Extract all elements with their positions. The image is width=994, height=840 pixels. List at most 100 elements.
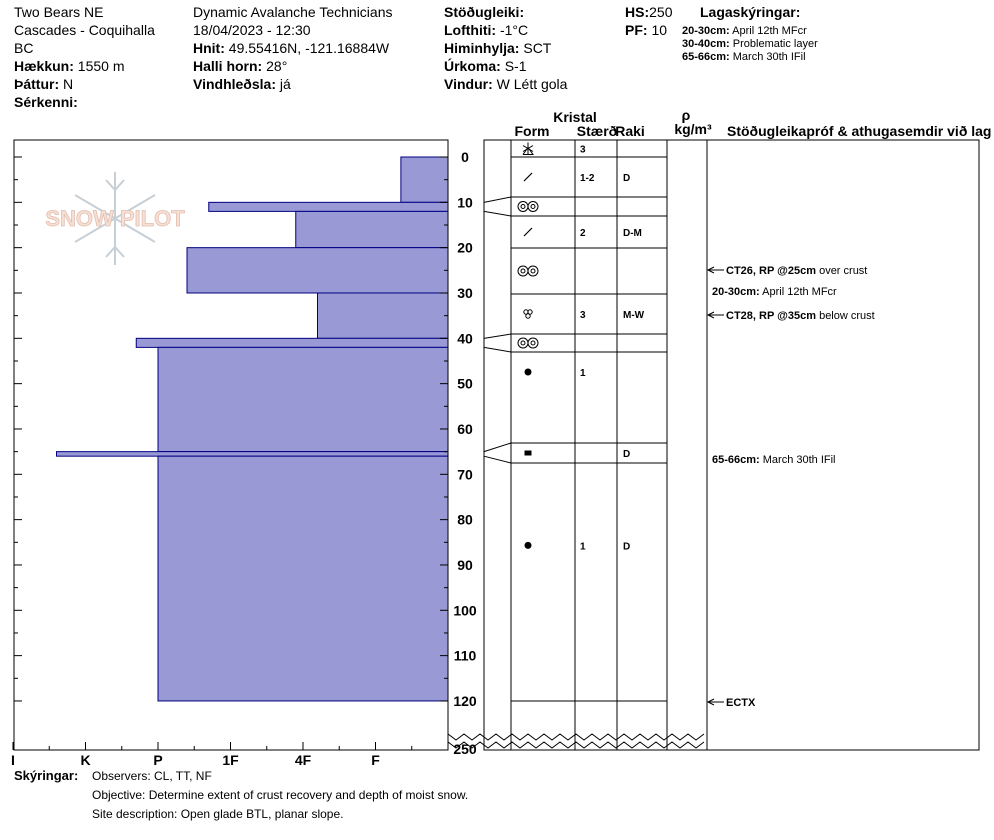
windload-row: Vindhleðsla: já [193,76,291,92]
range-name: Cascades - Coquihalla [14,22,155,38]
slash-icon [523,227,533,237]
grain-moisture: D-M [623,228,642,239]
hardness-bar [186,247,449,294]
square-icon [524,450,532,456]
hardness-bar [135,337,449,348]
wind-row: Vindur: W Létt gola [444,76,568,92]
legend-item: 20-30cm: April 12th MFcr [682,25,807,37]
snowflake-logo-icon [74,172,156,265]
hardness-bar [157,346,449,453]
location-name: Two Bears NE [14,4,104,20]
row-connector [483,442,512,453]
grain-moisture: D [623,449,630,460]
test-label: 20-30cm: April 12th MFcr [712,286,837,298]
test-label: CT26, RP @25cm over crust [726,265,867,277]
hardness-tick-label: F [371,752,380,768]
depth-tick-label: 50 [457,376,473,392]
legend-item: 30-40cm: Problematic layer [682,38,818,50]
test-label: CT28, RP @35cm below crust [726,310,875,322]
size-header: Stærð [577,123,617,139]
snowpilot-logo: SNOW PILOT [45,172,186,265]
hardness-axis: I K P 1F 4F F [11,742,413,768]
grain-size: 2 [580,228,586,239]
footer-observers: Observers: CL, TT, NF [92,769,212,783]
stability-tests: CT26, RP @25cm over crust 20-30cm: April … [706,265,875,709]
stability-label: Stöðugleiki: [444,4,525,20]
hardness-bars [56,156,449,702]
logo-text: SNOW PILOT [45,206,185,231]
test-arrowhead [706,266,715,274]
aspect-row: Þáttur: N [14,76,74,92]
row-connector [483,210,512,217]
grain-moisture: D [623,541,630,552]
grain-table-frame [483,139,980,751]
footer-objective: Objective: Determine extent of crust rec… [92,788,469,802]
depth-tick-label: 100 [453,602,477,618]
grain-size: 3 [580,145,586,156]
double-ring-icon [517,337,539,349]
footer-site: Site description: Open glade BTL, planar… [92,807,344,821]
depth-tick-label: 60 [457,421,473,437]
tests-header: Stöðugleikapróf & athugasemdir við lag [727,123,991,139]
test-label: ECTX [726,697,756,709]
density-unit: kg/m³ [674,121,712,137]
hardness-tick-label: 4F [295,752,312,768]
hs-row: HS:250 [625,4,673,20]
hardness-tick-label: I [11,752,15,768]
depth-break-icon [447,733,705,749]
airtemp-row: Lofthiti: -1°C [444,22,529,38]
slope-row: Halli horn: 28° [193,58,288,74]
grain-size: 3 [580,310,586,321]
depth-tick-label: 10 [457,194,473,210]
row-connector [483,455,512,464]
hardness-bar [295,210,449,249]
grain-moisture: D [623,173,630,184]
depth-tick-label: 40 [457,330,473,346]
legend-item: 65-66cm: March 30th IFil [682,51,806,63]
hardness-bar [56,451,449,457]
hardness-tick-label: P [153,752,162,768]
depth-tick-label: 20 [457,240,473,256]
depth-tick-label: 110 [454,648,477,664]
depth-tick-label: 0 [461,149,469,165]
hardness-bar [400,156,449,203]
depth-tick-label: 30 [457,285,473,301]
form-header: Form [515,123,550,139]
depth-tick-label: 80 [457,512,473,528]
depth-tick-label: 90 [457,557,473,573]
precip-row: Úrkoma: S-1 [444,58,527,74]
pf-row: PF: 10 [625,22,668,38]
test-arrowhead [706,311,715,319]
double-ring-icon [517,201,539,212]
elevation-row: Hækkun: 1550 m [14,58,125,74]
organization: Dynamic Avalanche Technicians [193,4,393,20]
coords-row: Hnit: 49.55416N, -121.16884W [193,40,390,56]
depth-tick-label: 120 [453,693,477,709]
row-connector [483,196,512,203]
footer-label: Skýringar: [14,768,79,783]
test-label: 65-66cm: March 30th IFil [712,454,836,466]
datetime: 18/04/2023 - 12:30 [193,22,311,38]
row-connector [483,346,512,353]
hardness-bar [157,455,449,702]
grain-size: 1 [580,541,586,552]
moisture-header: Raki [615,123,645,139]
grain-size: 1-2 [580,173,595,184]
hardness-bar [317,292,449,339]
grain-size: 1 [580,368,586,379]
snowflake-icon [522,142,534,155]
crystal-header: Kristal [553,109,597,125]
slash-icon [523,172,533,182]
dot-icon [524,368,532,376]
table-column-lines [510,140,708,750]
special-label: Sérkenni: [14,94,78,110]
row-connector [483,333,512,339]
dot-icon [524,541,532,549]
density-symbol: ρ [682,107,691,123]
hardness-bar [208,201,449,212]
double-ring-icon [517,265,539,277]
depth-tick-label: 70 [457,466,473,482]
hardness-tick-label: K [80,752,90,768]
grain-rows: 3 1-2 D 2 D-M 3 M-W 1 D 1 D [483,142,667,702]
